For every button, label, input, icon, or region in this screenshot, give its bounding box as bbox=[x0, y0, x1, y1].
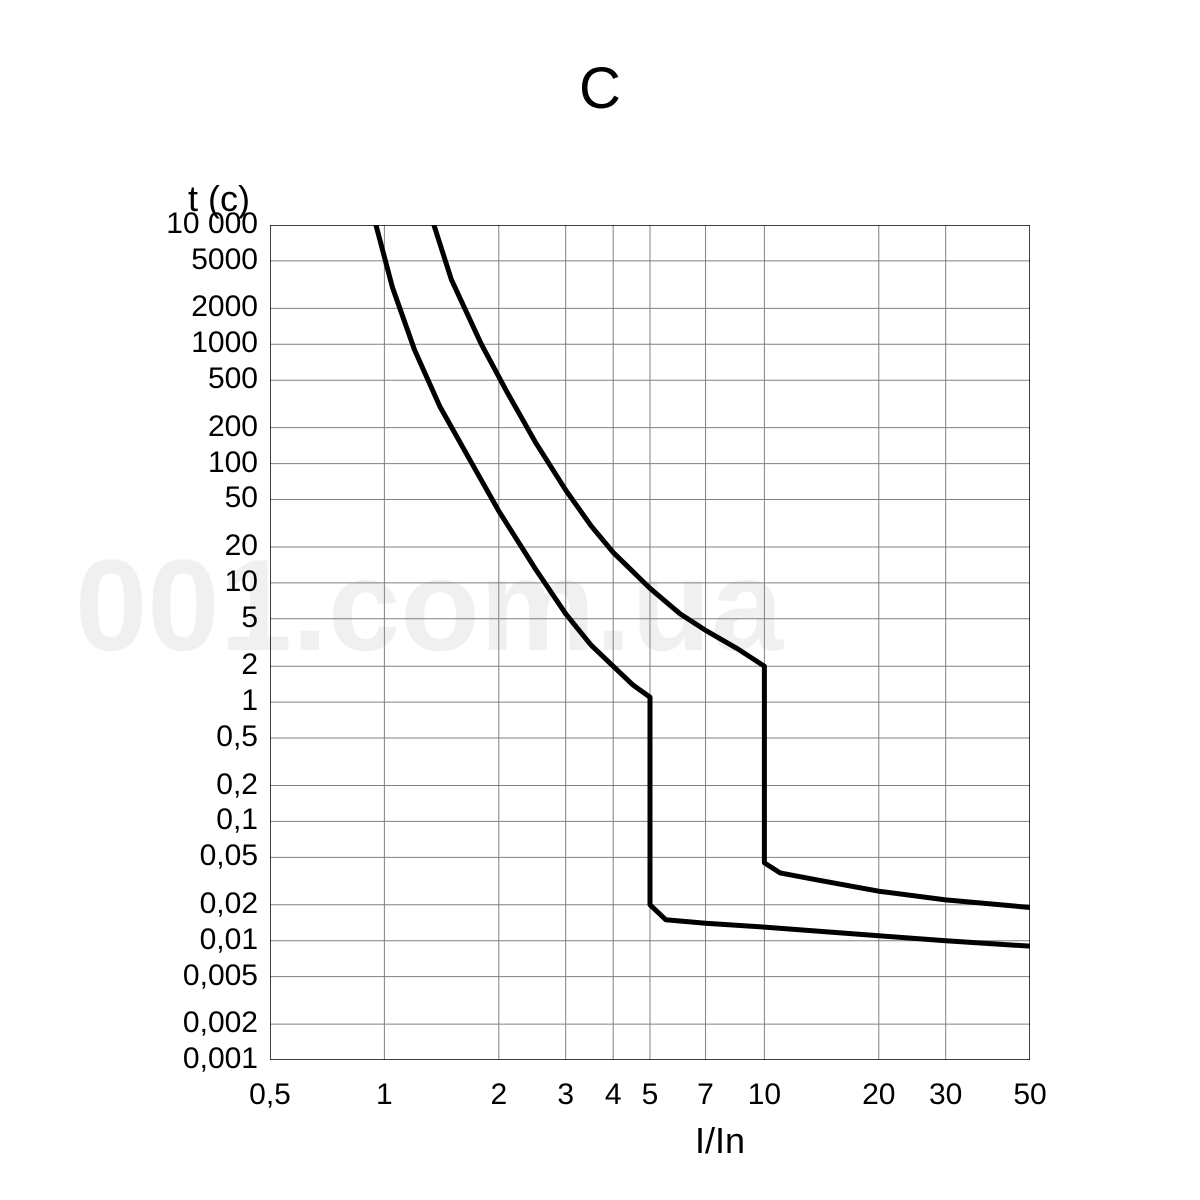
y-tick: 2000 bbox=[0, 290, 258, 324]
y-tick: 10 000 bbox=[0, 207, 258, 241]
y-tick: 0,005 bbox=[0, 959, 258, 993]
y-tick: 1 bbox=[0, 684, 258, 718]
y-tick: 50 bbox=[0, 481, 258, 515]
y-tick: 1000 bbox=[0, 326, 258, 360]
y-tick: 20 bbox=[0, 529, 258, 563]
y-tick: 500 bbox=[0, 362, 258, 396]
y-tick: 0,001 bbox=[0, 1042, 258, 1076]
y-tick: 200 bbox=[0, 410, 258, 444]
x-tick: 10 bbox=[724, 1078, 804, 1112]
y-tick: 2 bbox=[0, 648, 258, 682]
x-axis-label: I/In bbox=[560, 1120, 880, 1162]
y-tick: 0,2 bbox=[0, 768, 258, 802]
y-tick: 0,1 bbox=[0, 803, 258, 837]
y-tick: 5000 bbox=[0, 243, 258, 277]
x-tick: 50 bbox=[990, 1078, 1070, 1112]
y-tick: 0,02 bbox=[0, 887, 258, 921]
y-tick: 0,05 bbox=[0, 839, 258, 873]
chart-title: C bbox=[0, 55, 1200, 122]
y-tick: 10 bbox=[0, 565, 258, 599]
x-tick: 1 bbox=[344, 1078, 424, 1112]
y-tick: 0,5 bbox=[0, 720, 258, 754]
x-tick: 30 bbox=[906, 1078, 986, 1112]
y-tick: 5 bbox=[0, 601, 258, 635]
y-tick: 0,01 bbox=[0, 923, 258, 957]
y-tick: 100 bbox=[0, 446, 258, 480]
x-tick: 0,5 bbox=[230, 1078, 310, 1112]
y-tick: 0,002 bbox=[0, 1006, 258, 1040]
trip-curve-chart bbox=[270, 225, 1030, 1060]
